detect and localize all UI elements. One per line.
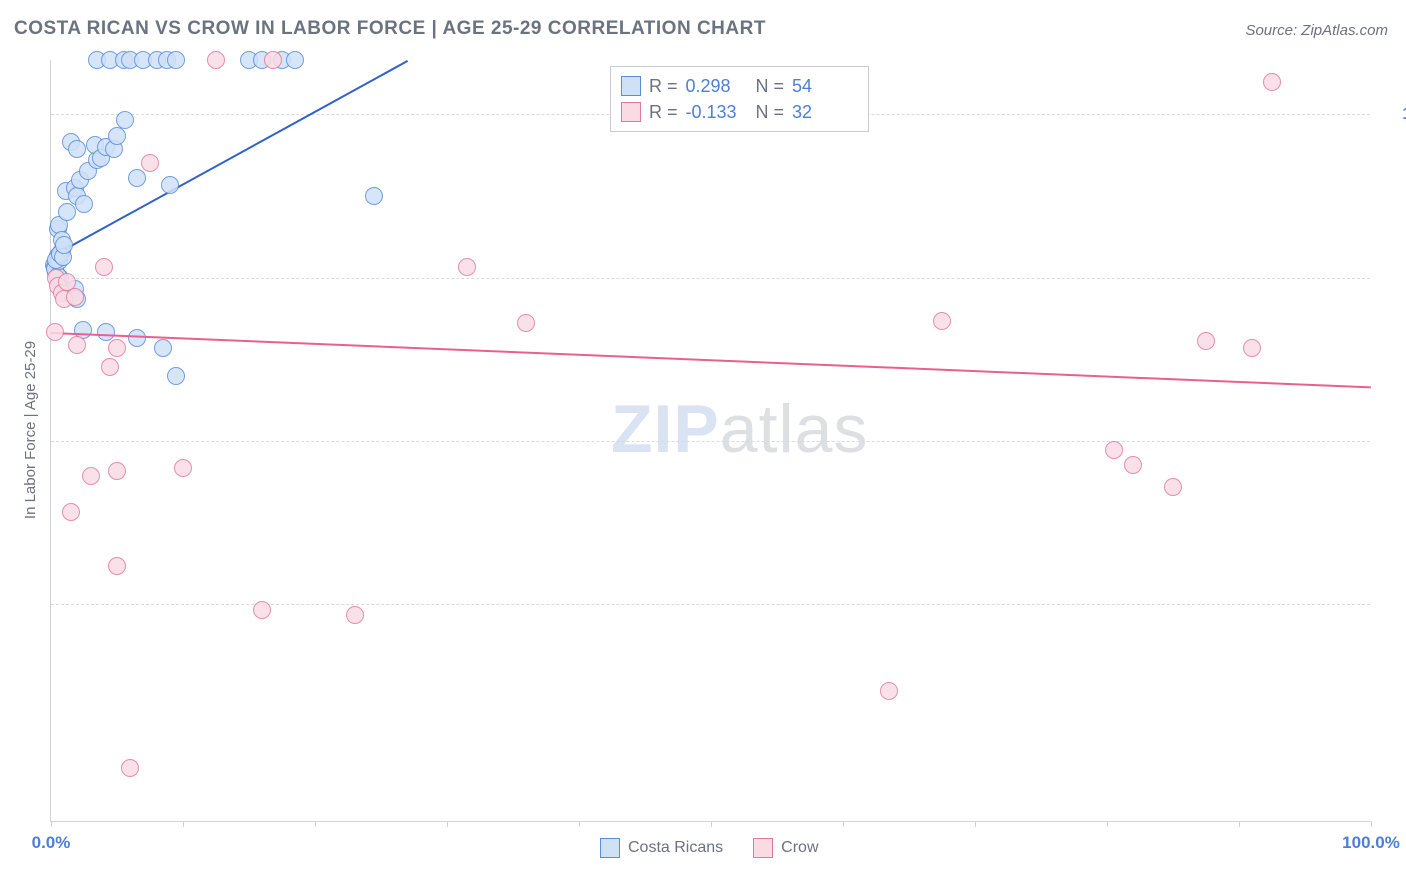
- source-attribution: Source: ZipAtlas.com: [1245, 22, 1388, 39]
- data-point: [58, 203, 76, 221]
- chart-title: COSTA RICAN VS CROW IN LABOR FORCE | AGE…: [14, 18, 766, 40]
- legend-swatch: [621, 102, 641, 122]
- x-tick: [843, 821, 844, 827]
- data-point: [207, 51, 225, 69]
- legend-item: Crow: [753, 838, 818, 858]
- legend-row: R = -0.133 N = 32: [621, 99, 854, 125]
- data-point: [253, 601, 271, 619]
- n-label: N =: [756, 76, 785, 97]
- y-tick-label: 55.0%: [1380, 594, 1406, 614]
- plot-area: ZIPatlas 55.0%70.0%85.0%100.0%0.0%100.0%: [50, 60, 1370, 822]
- r-label: R =: [649, 76, 678, 97]
- data-point: [68, 140, 86, 158]
- data-point: [95, 258, 113, 276]
- x-tick: [51, 821, 52, 827]
- legend-row: R = 0.298 N = 54: [621, 73, 854, 99]
- data-point: [365, 187, 383, 205]
- r-label: R =: [649, 102, 678, 123]
- data-point: [1263, 73, 1281, 91]
- r-value: -0.133: [686, 102, 748, 123]
- n-value: 54: [792, 76, 854, 97]
- x-tick: [1239, 821, 1240, 827]
- data-point: [286, 51, 304, 69]
- data-point: [933, 312, 951, 330]
- data-point: [161, 176, 179, 194]
- data-point: [116, 111, 134, 129]
- series-legend: Costa Ricans Crow: [600, 838, 819, 858]
- n-label: N =: [756, 102, 785, 123]
- data-point: [97, 323, 115, 341]
- data-point: [55, 236, 73, 254]
- data-point: [46, 323, 64, 341]
- data-point: [66, 288, 84, 306]
- data-point: [141, 154, 159, 172]
- data-point: [108, 127, 126, 145]
- correlation-chart: COSTA RICAN VS CROW IN LABOR FORCE | AGE…: [0, 0, 1406, 892]
- data-point: [167, 367, 185, 385]
- legend-label: Crow: [781, 839, 818, 857]
- data-point: [108, 339, 126, 357]
- data-point: [1164, 478, 1182, 496]
- gridline: [51, 441, 1370, 442]
- x-tick: [711, 821, 712, 827]
- data-point: [108, 557, 126, 575]
- x-tick-label: 0.0%: [32, 833, 71, 853]
- data-point: [82, 467, 100, 485]
- gridline: [51, 278, 1370, 279]
- x-tick-label: 100.0%: [1342, 833, 1400, 853]
- x-tick: [315, 821, 316, 827]
- data-point: [1105, 441, 1123, 459]
- data-point: [174, 459, 192, 477]
- data-point: [121, 759, 139, 777]
- legend-swatch: [621, 76, 641, 96]
- n-value: 32: [792, 102, 854, 123]
- data-point: [128, 169, 146, 187]
- data-point: [880, 682, 898, 700]
- data-point: [68, 336, 86, 354]
- x-tick: [183, 821, 184, 827]
- data-point: [167, 51, 185, 69]
- data-point: [458, 258, 476, 276]
- legend-item: Costa Ricans: [600, 838, 723, 858]
- gridline: [51, 604, 1370, 605]
- data-point: [101, 358, 119, 376]
- data-point: [264, 51, 282, 69]
- data-point: [108, 462, 126, 480]
- correlation-legend: R = 0.298 N = 54R = -0.133 N = 32: [610, 66, 869, 132]
- r-value: 0.298: [686, 76, 748, 97]
- data-point: [517, 314, 535, 332]
- watermark: ZIPatlas: [611, 390, 868, 468]
- x-tick: [1371, 821, 1372, 827]
- trend-line: [51, 332, 1371, 388]
- data-point: [1124, 456, 1142, 474]
- x-tick: [975, 821, 976, 827]
- data-point: [75, 195, 93, 213]
- x-tick: [1107, 821, 1108, 827]
- legend-label: Costa Ricans: [628, 839, 723, 857]
- x-tick: [447, 821, 448, 827]
- data-point: [346, 606, 364, 624]
- y-tick-label: 100.0%: [1380, 104, 1406, 124]
- legend-swatch: [600, 838, 620, 858]
- data-point: [154, 339, 172, 357]
- legend-swatch: [753, 838, 773, 858]
- y-tick-label: 70.0%: [1380, 431, 1406, 451]
- data-point: [62, 503, 80, 521]
- data-point: [1197, 332, 1215, 350]
- y-axis-label: In Labor Force | Age 25-29: [22, 341, 39, 519]
- x-tick: [579, 821, 580, 827]
- y-tick-label: 85.0%: [1380, 268, 1406, 288]
- data-point: [1243, 339, 1261, 357]
